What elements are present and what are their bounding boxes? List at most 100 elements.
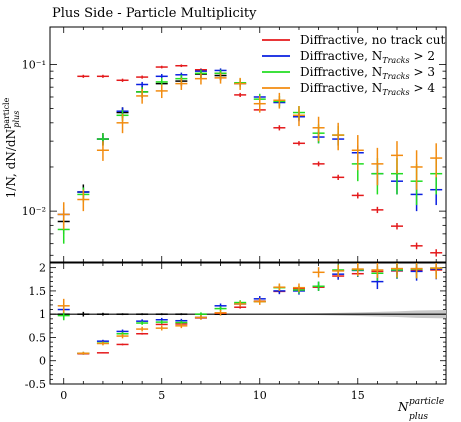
ratio-point-green xyxy=(155,320,168,324)
main-point-red xyxy=(312,161,325,167)
x-tick-label: 10 xyxy=(253,389,267,402)
ratio-point-orange xyxy=(253,298,266,305)
ratio-point-orange xyxy=(273,283,286,291)
ratio-y-tick-label: 1.5 xyxy=(29,285,47,298)
ratio-point-orange xyxy=(214,310,227,316)
ratio-point-orange xyxy=(410,263,423,279)
main-point-orange xyxy=(57,202,70,230)
main-panel: 10⁻² 10⁻¹ xyxy=(22,26,447,263)
main-point-red xyxy=(410,242,423,250)
main-point-blue xyxy=(136,81,149,88)
ratio-point-orange xyxy=(430,263,443,279)
ratio-point-green xyxy=(136,321,149,325)
x-tick-label: 0 xyxy=(60,389,67,402)
ratio-point-orange xyxy=(57,298,70,313)
ratio-point-red xyxy=(96,352,109,354)
main-point-orange xyxy=(371,147,384,186)
ratio-point-orange xyxy=(312,267,325,278)
ratio-point-orange xyxy=(175,323,188,329)
main-point-orange xyxy=(234,77,247,90)
main-point-red xyxy=(273,125,286,131)
legend-entry-red: Diffractive, no track cut xyxy=(262,33,446,47)
y-tick-label: 10⁻² xyxy=(22,205,46,218)
main-point-orange xyxy=(214,72,227,84)
ratio-point-orange xyxy=(332,264,345,277)
main-point-red xyxy=(155,65,168,69)
ratio-panel: 0 5 10 15 -0.5 0 0.5 1 1.5 2 xyxy=(25,262,447,402)
legend-entry-green: Diffractive, NTracks > 3 xyxy=(262,65,435,81)
main-point-orange xyxy=(332,122,345,151)
ratio-point-black xyxy=(175,313,188,316)
main-point-red xyxy=(136,75,149,79)
main-point-red xyxy=(77,74,90,78)
ratio-point-black xyxy=(77,311,90,317)
legend-label: Diffractive, NTracks > 4 xyxy=(300,81,435,97)
main-point-red xyxy=(351,192,364,199)
main-point-orange xyxy=(390,141,403,174)
ratio-point-orange xyxy=(390,263,403,278)
ratio-point-orange xyxy=(194,315,207,320)
main-point-orange xyxy=(312,116,325,142)
ratio-y-tick-label: -0.5 xyxy=(25,378,46,391)
legend-entry-blue: Diffractive, NTracks > 2 xyxy=(262,49,435,65)
main-point-red xyxy=(96,74,109,78)
legend-label: Diffractive, NTracks > 2 xyxy=(300,49,435,65)
legend-label: Diffractive, no track cut xyxy=(300,33,446,47)
main-point-orange xyxy=(292,106,305,127)
ratio-point-black xyxy=(155,313,168,316)
ratio-point-orange xyxy=(155,325,168,331)
ratio-y-tick-label: 0 xyxy=(39,355,46,368)
ratio-y-tick-label: 1 xyxy=(39,308,46,321)
x-axis-label: N particle plus xyxy=(397,397,444,422)
y-tick-label: 10⁻¹ xyxy=(22,58,46,71)
x-axis-label-main: N xyxy=(397,400,409,414)
main-point-orange xyxy=(136,89,149,104)
main-point-orange xyxy=(155,84,168,99)
ratio-point-black xyxy=(96,312,109,316)
main-point-red xyxy=(430,249,443,257)
ratio-y-tick-label: 0.5 xyxy=(29,331,47,344)
ratio-point-orange xyxy=(351,263,364,277)
main-point-red xyxy=(234,92,247,97)
ratio-point-orange xyxy=(96,341,109,346)
main-point-orange xyxy=(96,141,109,161)
main-point-orange xyxy=(253,95,266,113)
ratio-point-red xyxy=(116,343,129,346)
main-point-orange xyxy=(410,150,423,190)
ratio-point-orange xyxy=(77,351,90,355)
main-point-orange xyxy=(77,189,90,212)
main-point-orange xyxy=(273,92,286,109)
legend: Diffractive, no track cut Diffractive, NT… xyxy=(262,33,446,97)
svg-text:1/N, dN/dNparticleplus: 1/N, dN/dNparticleplus xyxy=(2,97,21,198)
legend-label: Diffractive, NTracks > 3 xyxy=(300,65,435,81)
ratio-y-tick-label: 2 xyxy=(39,262,46,275)
ratio-point-black xyxy=(136,313,149,316)
y-axis-label-main: 1/N, dN/dN xyxy=(4,129,18,198)
main-point-orange xyxy=(116,113,129,134)
main-point-red xyxy=(332,174,345,181)
x-axis-label-sub: plus xyxy=(409,412,428,422)
legend-entry-orange: Diffractive, NTracks > 4 xyxy=(262,81,435,97)
ratio-frame xyxy=(49,262,447,385)
chart-title: Plus Side - Particle Multiplicity xyxy=(52,6,257,21)
x-tick-label: 15 xyxy=(351,389,365,402)
main-point-orange xyxy=(175,77,188,90)
ratio-point-orange xyxy=(371,263,384,278)
main-point-red xyxy=(371,206,384,214)
main-point-red xyxy=(175,64,188,68)
main-point-orange xyxy=(430,143,443,178)
x-axis-label-sup: particle xyxy=(409,397,444,407)
ratio-point-black xyxy=(116,313,129,316)
ratio-point-red xyxy=(136,332,149,335)
main-frame xyxy=(49,26,447,263)
y-axis-label-sup: particle xyxy=(2,97,11,129)
ratio-point-green xyxy=(312,281,325,291)
main-point-red xyxy=(292,141,305,146)
y-axis-label-sub: plus xyxy=(12,111,21,128)
y-axis-label: 1/N, dN/dNparticleplus xyxy=(2,97,21,198)
ratio-point-orange xyxy=(136,326,149,332)
ratio-point-orange xyxy=(234,301,247,307)
x-tick-label: 5 xyxy=(158,389,165,402)
main-point-orange xyxy=(194,73,207,85)
